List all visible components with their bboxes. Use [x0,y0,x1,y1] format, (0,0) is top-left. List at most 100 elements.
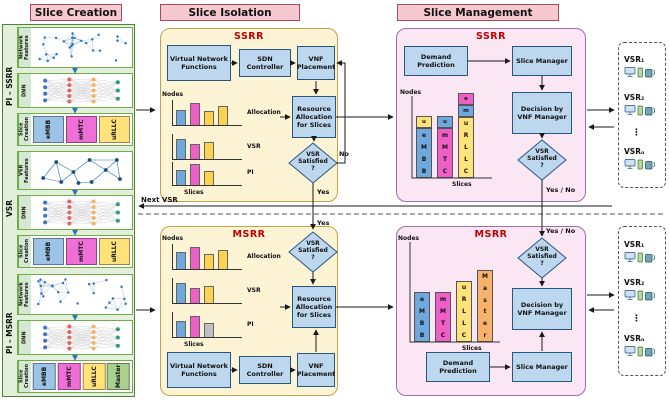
phone-icon [637,159,643,169]
section-side-label: PI – MSRR [5,312,14,354]
network-scatter-image [31,275,132,314]
vnf-placement-box: VNF Placement [297,46,335,80]
bar [190,103,200,125]
slice-strip: uRLLC [82,363,106,390]
bar [190,316,200,337]
bar [204,142,214,159]
bar [204,286,214,303]
allocation-cell: e [458,93,474,105]
vsr-item: VSR₂ [624,278,660,306]
slice-creation-row: Slice Creation eMBB mMTC uRLLC Master [17,360,133,393]
device-icon [645,69,653,78]
slice-isolation-header: Slice Isolation [160,4,300,21]
bar [176,252,186,269]
device-icons [624,158,656,169]
slice-strip: uRLLC [99,238,130,265]
slice-management-header: Slice Management [397,4,559,21]
bar [176,283,186,303]
vsr-group-bottom: VSR₁ VSR₂ ⋮ VSRₙ [618,226,666,376]
next-vsr-label: Next VSR [141,196,178,204]
slice-strip: mMTC [66,238,97,265]
isolation-ssrr-title: SSRR [234,31,264,42]
demand-prediction-box: Demand Prediction [404,46,468,76]
slices-axis-label: Slices [184,189,204,196]
vsr-label: VSR₁ [624,55,645,65]
row-label: DNN [18,74,31,107]
slices-axis-label: Slices [184,341,204,348]
decision-vnf-manager-box: Decision by VNF Manager [512,288,572,330]
device-icon [645,347,653,357]
device-icons [624,104,656,116]
sdn-controller-box: SDN Controller [239,356,291,384]
allocation-cell: u [416,116,432,128]
virtual-network-functions-box: Virtual Network Functions [167,45,231,81]
isolation-msrr-title: MSRR [232,229,266,240]
slice-strip: eMBB [33,238,64,265]
row-label: DNN [18,321,31,354]
section-side-label: PI – SSRR [5,66,14,106]
slice-strips: eMBB mMTC uRLLC Master [31,361,132,392]
demand-prediction-box: Demand Prediction [426,352,490,382]
slice-creation-header: Slice Creation [30,4,122,21]
bar [218,106,228,125]
bar [190,288,200,303]
sdn-controller-box: SDN Controller [239,49,291,77]
slice-creation-row: Slice Creation eMBB mMTC uRLLC [17,235,133,268]
device-icons [624,67,656,78]
nodes-axis-label: Nodes [162,235,184,242]
vsr-features-row: VSR Features [17,151,133,190]
dnn-row: DNN [17,195,133,230]
chart-label: VSR [247,287,261,294]
bar [204,111,214,125]
resource-allocation-box: Resource Allocation for Slices [292,286,336,328]
slice-strip: eMBB [33,363,56,390]
row-label: Slice Creation [18,114,31,145]
vsr-item: VSR₁ [624,240,660,268]
phone-icon [637,290,643,301]
vsr-item: VSRₙ [624,334,660,362]
vsr-bar-chart [172,278,242,304]
signal-icon [653,293,656,299]
monitor-icon [624,345,636,354]
device-icon [645,160,653,169]
slices-axis-label: Slices [462,345,482,352]
dnn-row: DNN [17,73,133,108]
network-scatter-image [31,28,132,67]
section-side-label: VSR [5,200,14,218]
vsr-label: VSR₂ [624,92,645,102]
slice-strip: uRLLC [99,116,130,143]
dnn-image [31,74,132,107]
slice-strip: Master [107,363,130,390]
signal-icon [653,348,656,355]
vsr-satisfied-diamond-label: VSR Satisfied ? [298,151,328,173]
pi-bar-chart [172,312,242,338]
device-icons [624,252,656,263]
vsr-item: VSRₙ [624,147,660,175]
row-label: Slice Creation [18,361,31,392]
slice-manager-box: Slice Manager [512,46,572,76]
device-icons [624,345,656,357]
bar [176,110,186,125]
vsr-graph-image [31,152,132,189]
phone-icon [637,105,643,116]
yes-label: Yes [317,188,330,196]
bar [176,170,186,185]
resource-allocation-box: Resource Allocation for Slices [292,96,336,138]
chart-label: PI [247,169,254,176]
vsr-satisfied-diamond-label: VSR Satisfied ? [527,148,557,170]
device-icons [624,290,656,301]
vsr-satisfied-diamond-label: VSR Satisfied ? [298,240,328,262]
bar [176,139,186,159]
no-label: No [339,150,349,158]
monitor-icon [624,252,636,260]
virtual-network-functions-box: Virtual Network Functions [167,352,231,388]
bar [204,254,214,269]
monitor-icon [624,104,636,113]
